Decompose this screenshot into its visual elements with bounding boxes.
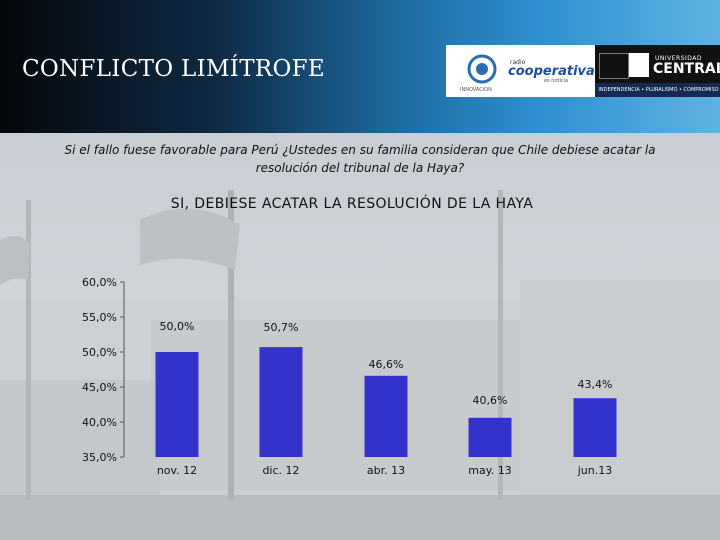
bar-2 [259,347,303,457]
data-label-5: 43,4% [578,378,613,391]
y-tick-label: 60,0% [82,276,117,289]
x-tick-label-5: jun.13 [577,464,613,477]
x-tick-label-2: dic. 12 [262,464,299,477]
bar-1 [155,352,199,457]
survey-question: Si el fallo fuese favorable para Perú ¿U… [64,143,656,175]
radio-cooperativa-logo: cooperativa [508,64,595,79]
x-tick-label-4: may. 13 [468,464,511,477]
y-tick-label: 55,0% [82,311,117,324]
data-label-4: 40,6% [473,394,508,407]
y-tick-label: 50,0% [82,346,117,359]
university-square-icon [629,53,649,77]
universidad-central-logo: UNIVERSIDAD CENTRAL INDEPENDENCIA • PLUR… [595,45,720,97]
sponsor-logos: INNOVACION radio cooperativa es noticia … [446,45,720,97]
radio-logo-small-text: radio [510,59,526,66]
data-label-3: 46,6% [369,358,404,371]
bar-3 [364,375,408,457]
y-tick-label: 35,0% [82,451,117,464]
bar-5 [573,398,617,457]
data-label-1: 50,0% [160,320,195,333]
university-tagline: INDEPENDENCIA • PLURALISMO • COMPROMISO [595,83,720,97]
x-tick-label-3: abr. 13 [367,464,405,477]
university-label: UNIVERSIDAD [655,55,703,62]
page-title: CONFLICTO LIMÍTROFE [22,56,325,82]
y-tick-label: 40,0% [82,416,117,429]
chart-title: SI, DEBIESE ACATAR LA RESOLUCIÓN DE LA H… [170,196,534,212]
institution-logo-icon [467,54,497,84]
header-banner: CONFLICTO LIMÍTROFE INNOVACION radio coo… [0,0,720,133]
institution-logo-caption: INNOVACION [460,87,492,93]
university-emblem-icon [599,53,629,79]
x-tick-label-1: nov. 12 [157,464,197,477]
y-tick-label: 45,0% [82,381,117,394]
bar-4 [468,417,512,457]
radio-logo-subtitle: es noticia [544,78,569,84]
university-name: CENTRAL [653,61,720,77]
data-label-2: 50,7% [264,321,299,334]
